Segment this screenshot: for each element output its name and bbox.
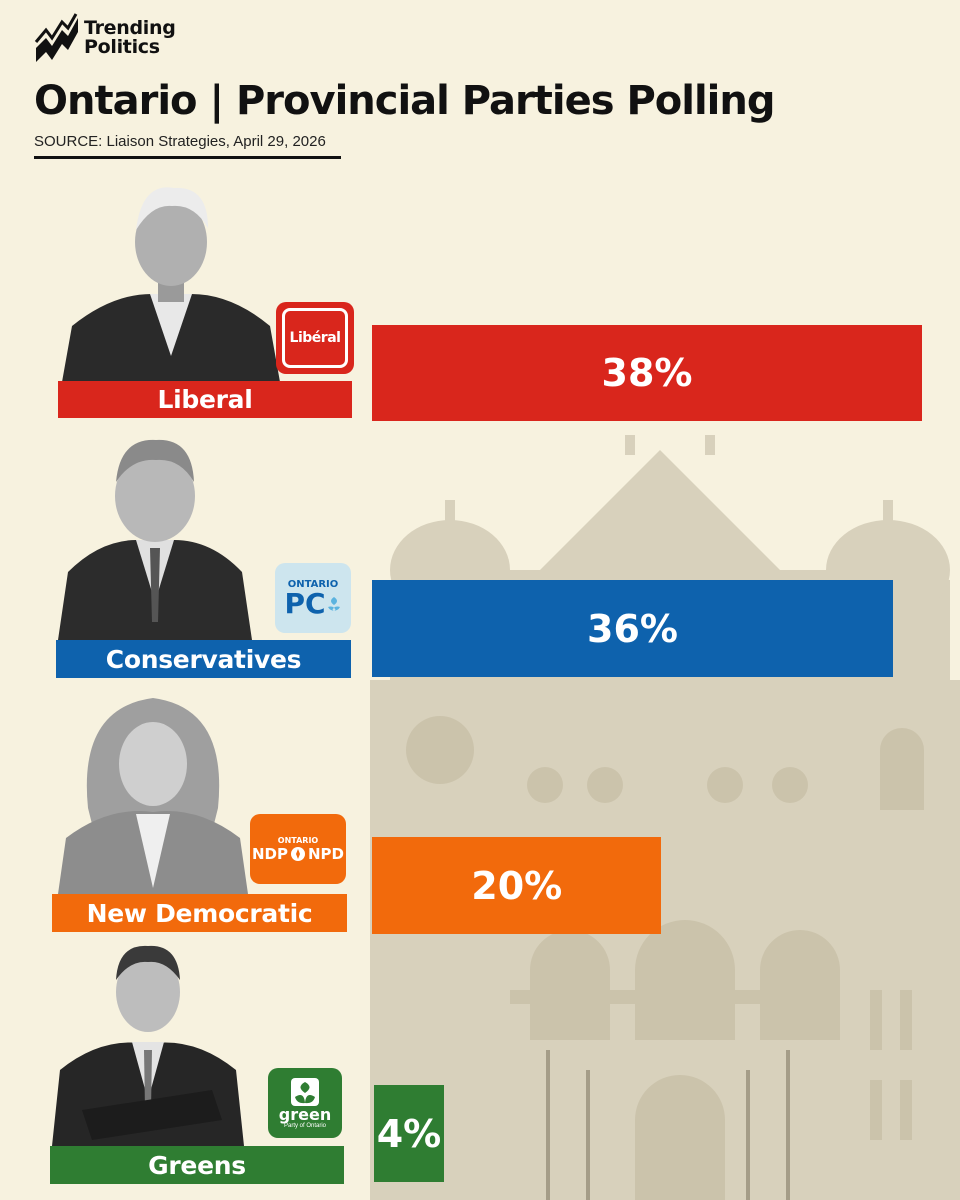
trending-politics-logo-icon: [34, 13, 78, 62]
category-label-new-democratic: New Democratic: [52, 894, 347, 932]
chart-title: Ontario | Provincial Parties Polling: [34, 78, 776, 124]
conservative-leader-portrait: [58, 439, 252, 640]
source-divider: [34, 156, 341, 159]
liberal-party-logo: Libéral: [276, 302, 354, 374]
bar-new-democratic: 20%: [372, 837, 662, 934]
legislature-building-image: [370, 435, 960, 1200]
liberal-leader-portrait: [62, 187, 280, 382]
category-label-conservatives: Conservatives: [56, 640, 351, 678]
green-logo-sub: Party of Ontario: [283, 1123, 327, 1129]
green-logo-main: green: [278, 1105, 332, 1124]
green-party-logo: green Party of Ontario: [268, 1068, 342, 1138]
ndp-party-logo: ONTARIO NDP NPD: [250, 814, 346, 884]
source-note: SOURCE: Liaison Strategies, April 29, 20…: [34, 133, 326, 150]
pc-logo-top: ONTARIO: [287, 578, 339, 590]
category-label-liberal: Liberal: [58, 381, 352, 418]
bar-conservatives: 36%: [372, 580, 894, 677]
pc-logo-main: PC: [284, 586, 326, 620]
ndp-trillium-icon: [291, 846, 305, 861]
pc-party-logo: ONTARIO PC: [275, 563, 351, 633]
bar-liberal: 38%: [372, 325, 922, 421]
bar-greens: 4%: [374, 1085, 444, 1182]
ndp-logo-top: ONTARIO: [277, 835, 319, 845]
green-leader-portrait: [52, 945, 244, 1146]
brand: Trending Politics: [34, 12, 176, 64]
brand-line-1: Trending: [84, 17, 176, 39]
category-label-greens: Greens: [50, 1146, 344, 1184]
trillium-icon: [327, 596, 340, 611]
ndp-logo-main: NDP: [252, 844, 288, 863]
green-leaf-icon: [291, 1078, 319, 1106]
brand-line-2: Politics: [84, 36, 160, 58]
ndp-leader-portrait: [58, 698, 248, 894]
ndp-logo-alt: NPD: [308, 844, 344, 863]
liberal-logo-text: Libéral: [289, 330, 341, 346]
